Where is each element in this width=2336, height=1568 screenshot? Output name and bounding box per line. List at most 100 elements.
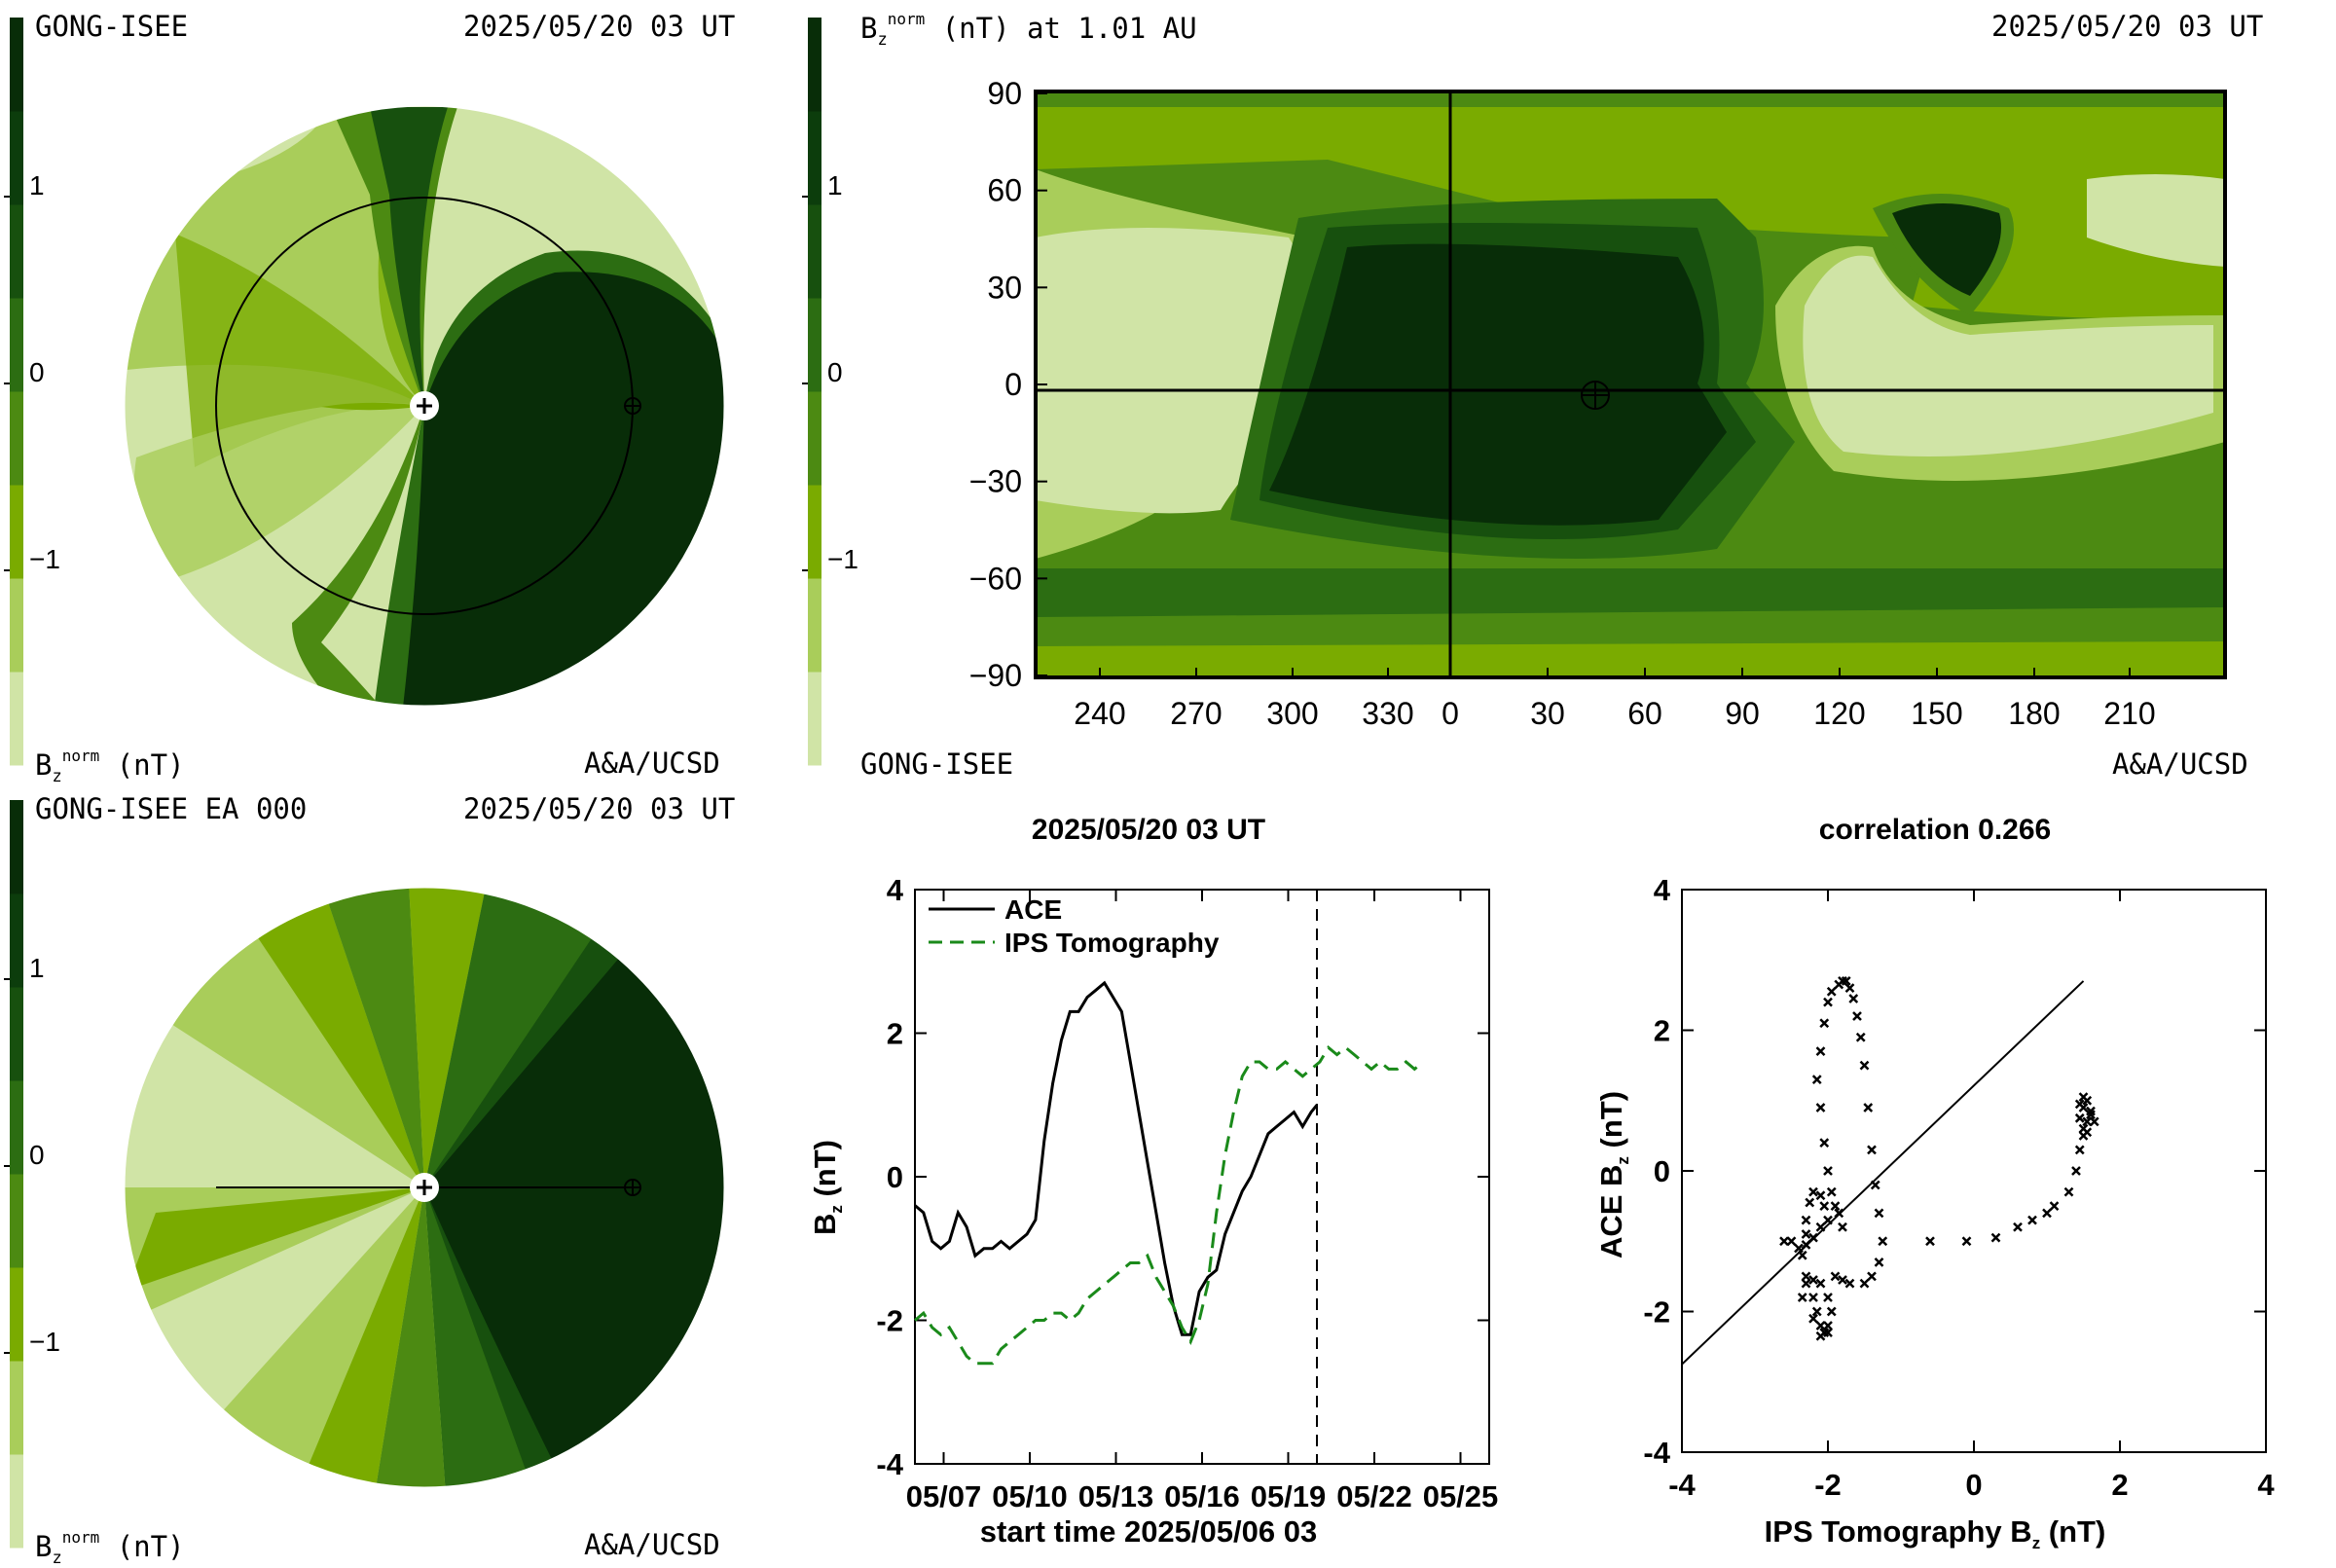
scatter-point <box>1859 1060 1870 1071</box>
scatter-point <box>2027 1215 2037 1225</box>
map-x-tick-label: 120 <box>1813 696 1865 731</box>
contour-region <box>321 888 424 1187</box>
unit-label: Bznorm (nT) <box>35 747 185 786</box>
scatter-point <box>1844 1278 1855 1289</box>
ace-series-line <box>914 980 1319 1336</box>
earth-marker-icon <box>624 1179 641 1196</box>
scatter-point <box>1815 1321 1826 1331</box>
x-tick-label: 05/13 <box>1078 1479 1154 1513</box>
contour-region <box>424 888 603 1187</box>
scatter-point <box>1867 1145 1877 1155</box>
map-y-tick-label: −60 <box>969 561 1022 596</box>
map-y-tick-label: 0 <box>1004 367 1022 402</box>
x-tick-label: 05/16 <box>1164 1479 1240 1513</box>
scatter-point <box>1834 1208 1844 1219</box>
colorbar-segment <box>808 204 821 299</box>
polar-disk-top-left <box>124 105 725 707</box>
scatter-point <box>2071 1166 2081 1176</box>
scatter-point <box>1808 1186 1818 1197</box>
map-x-tick-label: 180 <box>2008 696 2060 731</box>
y-tick-label: 4 <box>887 873 904 907</box>
contour-region <box>292 406 424 706</box>
scatter-point <box>2074 1145 2085 1155</box>
contour-region <box>1803 255 2213 456</box>
scatter-point <box>2086 1106 2096 1116</box>
scatter-point <box>1801 1271 1811 1282</box>
x-tick-label: 0 <box>1965 1468 1982 1502</box>
colorbar-segment <box>808 578 821 673</box>
source-label: GONG-ISEE EA 000 <box>35 792 308 825</box>
contour-region <box>125 989 424 1187</box>
contour-region <box>370 1187 448 1487</box>
y-tick-label: 2 <box>887 1017 903 1051</box>
map-x-tick-label: 270 <box>1170 696 1222 731</box>
colorbar-segment <box>10 893 23 988</box>
scatter-point <box>1815 1103 1826 1112</box>
scatter-point <box>1823 1328 1833 1338</box>
scatter-chart: 4 2 0 -2 -4-4 -2 0 2 4 <box>1643 873 2275 1502</box>
timeseries-panel: 2025/05/20 03 UT 4 2 0 -2 -4 05/07 05/10 05/13 0… <box>798 798 1538 1557</box>
credit-label: A&A/UCSD <box>584 747 720 780</box>
timeseries-title: 2025/05/20 03 UT <box>1031 814 1266 846</box>
colorbar-top-right: 1 0 −1 <box>802 18 858 766</box>
map-y-tick-label: 60 <box>987 173 1022 208</box>
colorbar-tick-label: −1 <box>29 544 60 574</box>
x-tick-label: 05/25 <box>1423 1479 1499 1513</box>
colorbar-tick-label: −1 <box>827 544 858 574</box>
colorbar-segment <box>808 391 821 486</box>
x-tick-label: 05/07 <box>906 1479 982 1513</box>
scatter-point <box>2074 1112 2085 1123</box>
scatter-point <box>1848 994 1859 1003</box>
scatter-point <box>1834 979 1844 990</box>
timeseries-chart: 4 2 0 -2 -405/07 05/10 05/13 05/16 05/19 05/22 05/… <box>876 873 1499 1513</box>
source-label: GONG-ISEE <box>35 10 189 43</box>
x-tick-label: 05/22 <box>1336 1479 1412 1513</box>
ips-series-line <box>914 1045 1425 1366</box>
colorbar-segment <box>808 298 821 392</box>
scatter-point <box>1874 1208 1884 1219</box>
contour-region <box>321 402 424 411</box>
plot-frame <box>914 889 1490 1465</box>
sun-marker-icon <box>410 1173 439 1202</box>
x-tick-label: -2 <box>1814 1468 1842 1502</box>
colorbar-segment <box>808 672 821 766</box>
colorbar-segment <box>10 578 23 673</box>
colorbar-segment <box>10 1361 23 1455</box>
scatter-point <box>1808 1313 1818 1324</box>
scatter-point <box>1801 1239 1811 1250</box>
scatter-point <box>1811 1075 1822 1084</box>
scatter-point <box>1870 1180 1880 1190</box>
scatter-point <box>1838 1275 1847 1285</box>
polar-disk-bottom-left <box>124 887 725 1488</box>
y-tick-label: -4 <box>1643 1436 1670 1470</box>
contour-region <box>1892 203 2001 296</box>
colorbar-tick-label: 0 <box>29 357 45 387</box>
scatter-ylabel: ACE Bz (nT) <box>1594 1090 1632 1259</box>
map-x-tick-label: 150 <box>1911 696 1962 731</box>
map-x-tick-label: 0 <box>1442 696 1459 731</box>
scatter-point <box>2049 1201 2060 1212</box>
scatter-point <box>2082 1127 2093 1138</box>
scatter-point <box>1815 1278 1826 1289</box>
panel-top-left: 1 0 −1 GONG-ISEE 2025/05/20 03 UT Bznorm (… <box>0 0 779 786</box>
x-tick-label: 2 <box>2111 1468 2128 1502</box>
colorbar-segment <box>808 485 821 579</box>
panel-bottom-left: 1 0 −1 GONG-ISEE EA 000 2025/05/20 03 UT <box>0 784 779 1568</box>
contour-region <box>127 1187 424 1291</box>
scatter-point <box>1801 1278 1811 1289</box>
colorbar-tick-label: −1 <box>29 1327 60 1357</box>
y-tick-label: 0 <box>887 1160 903 1194</box>
scatter-point <box>2013 1222 2023 1232</box>
colorbar-segment <box>808 18 821 112</box>
scatter-point <box>1990 1232 2001 1243</box>
scatter-point <box>1925 1236 1935 1247</box>
map-x-tick-label: 30 <box>1530 696 1565 731</box>
colorbar-top-left: 1 0 −1 <box>4 18 60 766</box>
plot-frame <box>1681 889 2267 1453</box>
map-x-tick-label: 330 <box>1362 696 1413 731</box>
scatter-point <box>1815 1046 1826 1057</box>
scatter-point <box>2042 1208 2052 1219</box>
y-tick-label: 4 <box>1654 873 1671 907</box>
scatter-point <box>1867 1271 1877 1282</box>
map-y-tick-label: 30 <box>987 270 1022 305</box>
